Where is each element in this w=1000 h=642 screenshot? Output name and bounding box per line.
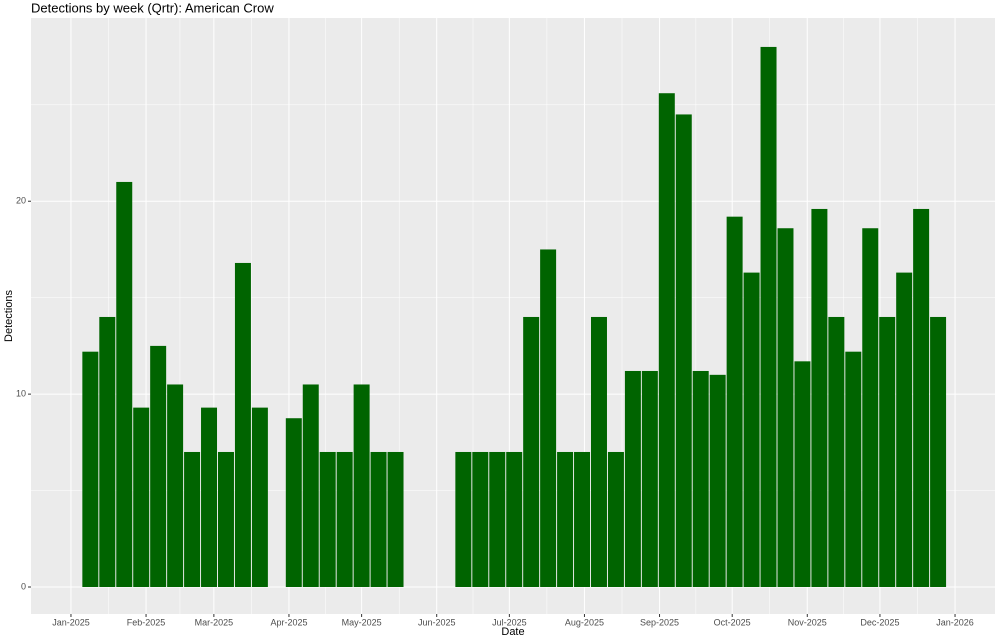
bar — [557, 451, 574, 587]
bar — [709, 374, 726, 587]
bar — [523, 316, 540, 587]
bar — [302, 384, 319, 587]
bar — [184, 451, 201, 587]
bar — [675, 114, 692, 587]
bar — [896, 272, 913, 587]
bar — [285, 418, 302, 587]
bar — [624, 370, 641, 587]
x-tick-label: Jan-2025 — [52, 617, 90, 627]
bar — [540, 249, 557, 587]
y-tick-label: 10 — [16, 388, 26, 398]
x-tick-label: Jan-2026 — [936, 617, 974, 627]
bar — [574, 451, 591, 587]
bar — [234, 262, 251, 587]
bar — [133, 407, 150, 587]
x-tick-label: Dec-2025 — [860, 617, 899, 627]
bar — [370, 451, 387, 587]
bar — [336, 451, 353, 587]
bar — [150, 345, 167, 587]
x-tick-label: Oct-2025 — [714, 617, 751, 627]
bar — [845, 351, 862, 587]
bar — [387, 451, 404, 587]
bar — [794, 361, 811, 587]
x-tick-label: Apr-2025 — [270, 617, 307, 627]
bar — [590, 316, 607, 587]
bar — [930, 316, 947, 587]
bar — [862, 228, 879, 587]
y-axis-title: Detections — [3, 290, 15, 342]
bar — [811, 208, 828, 587]
x-tick-label: Jul-2025 — [492, 617, 527, 627]
bar — [506, 451, 523, 587]
x-tick-label: Sep-2025 — [640, 617, 679, 627]
bar — [913, 208, 930, 587]
bar — [99, 316, 116, 587]
x-tick-label: Jun-2025 — [418, 617, 456, 627]
bar — [455, 451, 472, 587]
y-tick-label: 0 — [21, 581, 26, 591]
bar — [692, 370, 709, 587]
x-tick-label: May-2025 — [342, 617, 382, 627]
bar — [607, 451, 624, 587]
bar — [879, 316, 896, 587]
bar — [743, 272, 760, 587]
bar — [116, 181, 133, 587]
bar — [472, 451, 489, 587]
x-tick-label: Feb-2025 — [127, 617, 166, 627]
bar — [319, 451, 336, 587]
bar — [82, 351, 99, 587]
bar — [201, 407, 218, 587]
chart-title: Detections by week (Qrtr): American Crow — [31, 0, 274, 15]
bar — [760, 46, 777, 587]
x-tick-label: Aug-2025 — [565, 617, 604, 627]
bar — [658, 93, 675, 587]
bar — [489, 451, 506, 587]
x-tick-label: Mar-2025 — [195, 617, 234, 627]
bar — [828, 316, 845, 587]
x-tick-label: Nov-2025 — [788, 617, 827, 627]
bar — [353, 384, 370, 587]
bar — [251, 407, 268, 587]
bar — [217, 451, 234, 587]
bar — [777, 228, 794, 587]
bar — [167, 384, 184, 587]
bars — [82, 46, 947, 587]
y-tick-label: 20 — [16, 196, 26, 206]
x-axis-title: Date — [501, 626, 524, 638]
bar — [726, 216, 743, 587]
bar — [641, 370, 658, 587]
